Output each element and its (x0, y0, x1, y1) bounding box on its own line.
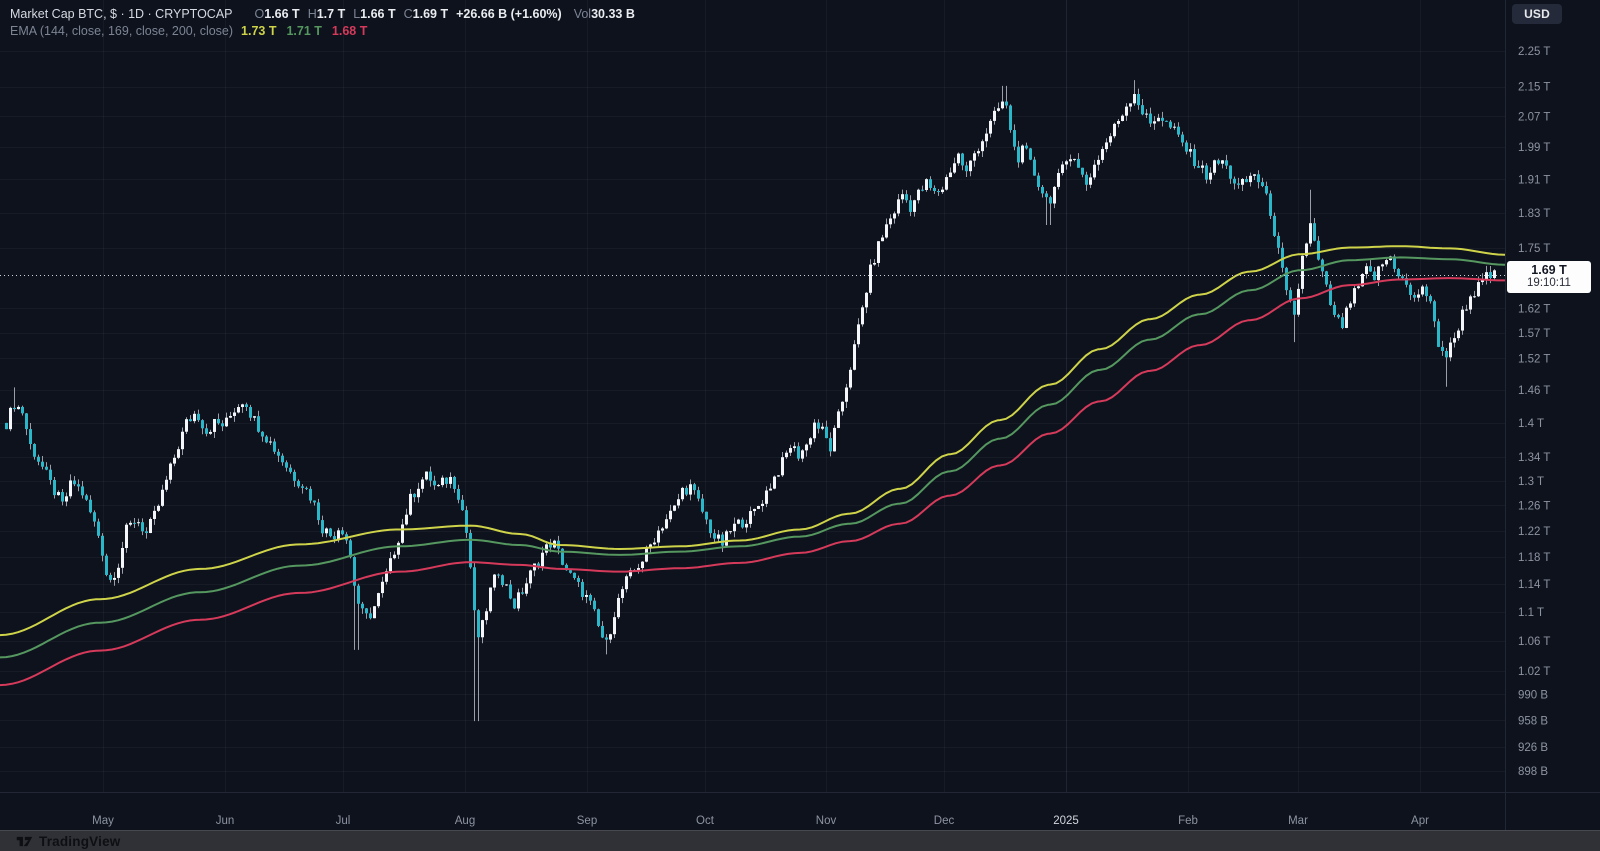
svg-text:Sep: Sep (577, 815, 597, 827)
change-value: +26.66 B (+1.60%) (456, 7, 562, 21)
open-key: O (254, 7, 265, 21)
svg-text:1.75 T: 1.75 T (1518, 243, 1550, 255)
svg-text:Dec: Dec (934, 815, 955, 827)
close-value: 1.69 T (412, 7, 449, 21)
svg-text:1.62 T: 1.62 T (1518, 303, 1550, 315)
ema-line-ema-169 (0, 256, 1505, 659)
svg-text:898 B: 898 B (1518, 766, 1548, 778)
candlestick-series (5, 80, 1496, 722)
ema-line-ema-200 (0, 277, 1505, 687)
svg-text:1.4 T: 1.4 T (1518, 418, 1544, 430)
bar-countdown-timer: 19:10:11 (1527, 276, 1571, 289)
low-key: L (353, 7, 361, 21)
close-key: C (403, 7, 413, 21)
price-axis[interactable]: 2.25 T 2.15 T 2.07 T 1.99 T 1.91 T 1.83 T 1.75… (1518, 46, 1550, 778)
price-chart-canvas[interactable]: 2.25 T 2.15 T 2.07 T 1.99 T 1.91 T 1.83 T 1.75… (0, 0, 1600, 831)
tradingview-logo-icon (16, 836, 33, 846)
volume-key: Vol (573, 7, 592, 21)
svg-text:1.83 T: 1.83 T (1518, 208, 1550, 220)
svg-text:1.22 T: 1.22 T (1518, 526, 1550, 538)
high-value: 1.7 T (316, 7, 346, 21)
svg-text:1.91 T: 1.91 T (1518, 174, 1550, 186)
svg-text:990 B: 990 B (1518, 689, 1548, 701)
attribution-bar: TradingView (0, 830, 1600, 851)
volume-value: 30.33 B (591, 7, 635, 21)
svg-text:1.14 T: 1.14 T (1518, 579, 1550, 591)
svg-text:1.52 T: 1.52 T (1518, 353, 1550, 365)
svg-text:1.26 T: 1.26 T (1518, 500, 1550, 512)
ema-169-value: 1.71 T (286, 24, 322, 38)
low-value: 1.66 T (360, 7, 396, 21)
svg-text:2.15 T: 2.15 T (1518, 82, 1550, 94)
grid-lines (1066, 0, 1067, 792)
svg-text:May: May (92, 815, 114, 827)
svg-text:1.46 T: 1.46 T (1518, 385, 1550, 397)
svg-text:Feb: Feb (1178, 815, 1198, 827)
symbol-title[interactable]: Market Cap BTC, $ · 1D · CRYPTOCAP (10, 7, 233, 21)
ema-indicator-row[interactable]: EMA (144, close, 169, close, 200, close)… (10, 23, 635, 40)
ema-indicator-label[interactable]: EMA (144, close, 169, close, 200, close) (10, 24, 234, 38)
svg-text:Jul: Jul (336, 815, 351, 827)
last-price-label: 1.69 T 19:10:11 (1507, 260, 1591, 293)
ema-200-value: 1.68 T (331, 24, 368, 38)
svg-text:1.18 T: 1.18 T (1518, 552, 1550, 564)
svg-text:1.06 T: 1.06 T (1518, 636, 1550, 648)
svg-text:1.3 T: 1.3 T (1518, 476, 1544, 488)
currency-toggle-button[interactable]: USD (1512, 4, 1562, 24)
ema-144-value: 1.73 T (241, 24, 277, 38)
high-key: H (307, 7, 317, 21)
tradingview-link[interactable]: TradingView (16, 834, 120, 849)
time-axis[interactable]: May Jun Jul Aug Sep Oct Nov Dec 2025 Feb Mar Apr (92, 815, 1429, 827)
svg-text:Aug: Aug (455, 815, 475, 827)
svg-text:Apr: Apr (1411, 815, 1429, 827)
open-value: 1.66 T (264, 7, 300, 21)
symbol-row[interactable]: Market Cap BTC, $ · 1D · CRYPTOCAP O 1.66… (10, 6, 635, 23)
svg-text:2.07 T: 2.07 T (1518, 111, 1550, 123)
svg-text:Mar: Mar (1288, 815, 1308, 827)
svg-text:958 B: 958 B (1518, 715, 1548, 727)
svg-text:1.99 T: 1.99 T (1518, 142, 1550, 154)
svg-text:2025: 2025 (1053, 815, 1079, 827)
svg-text:1.34 T: 1.34 T (1518, 452, 1550, 464)
ema-line-ema-144 (0, 245, 1505, 637)
svg-text:1.02 T: 1.02 T (1518, 666, 1550, 678)
svg-text:1.57 T: 1.57 T (1518, 328, 1550, 340)
svg-text:Nov: Nov (816, 815, 837, 827)
svg-text:2.25 T: 2.25 T (1518, 46, 1550, 58)
tradingview-brand-text: TradingView (39, 833, 121, 849)
svg-text:926 B: 926 B (1518, 742, 1548, 754)
chart-legend: Market Cap BTC, $ · 1D · CRYPTOCAP O 1.66… (10, 6, 635, 40)
svg-text:1.1 T: 1.1 T (1518, 607, 1544, 619)
svg-text:Oct: Oct (696, 815, 715, 827)
svg-text:Jun: Jun (216, 815, 235, 827)
last-price-value: 1.69 T (1531, 262, 1567, 277)
